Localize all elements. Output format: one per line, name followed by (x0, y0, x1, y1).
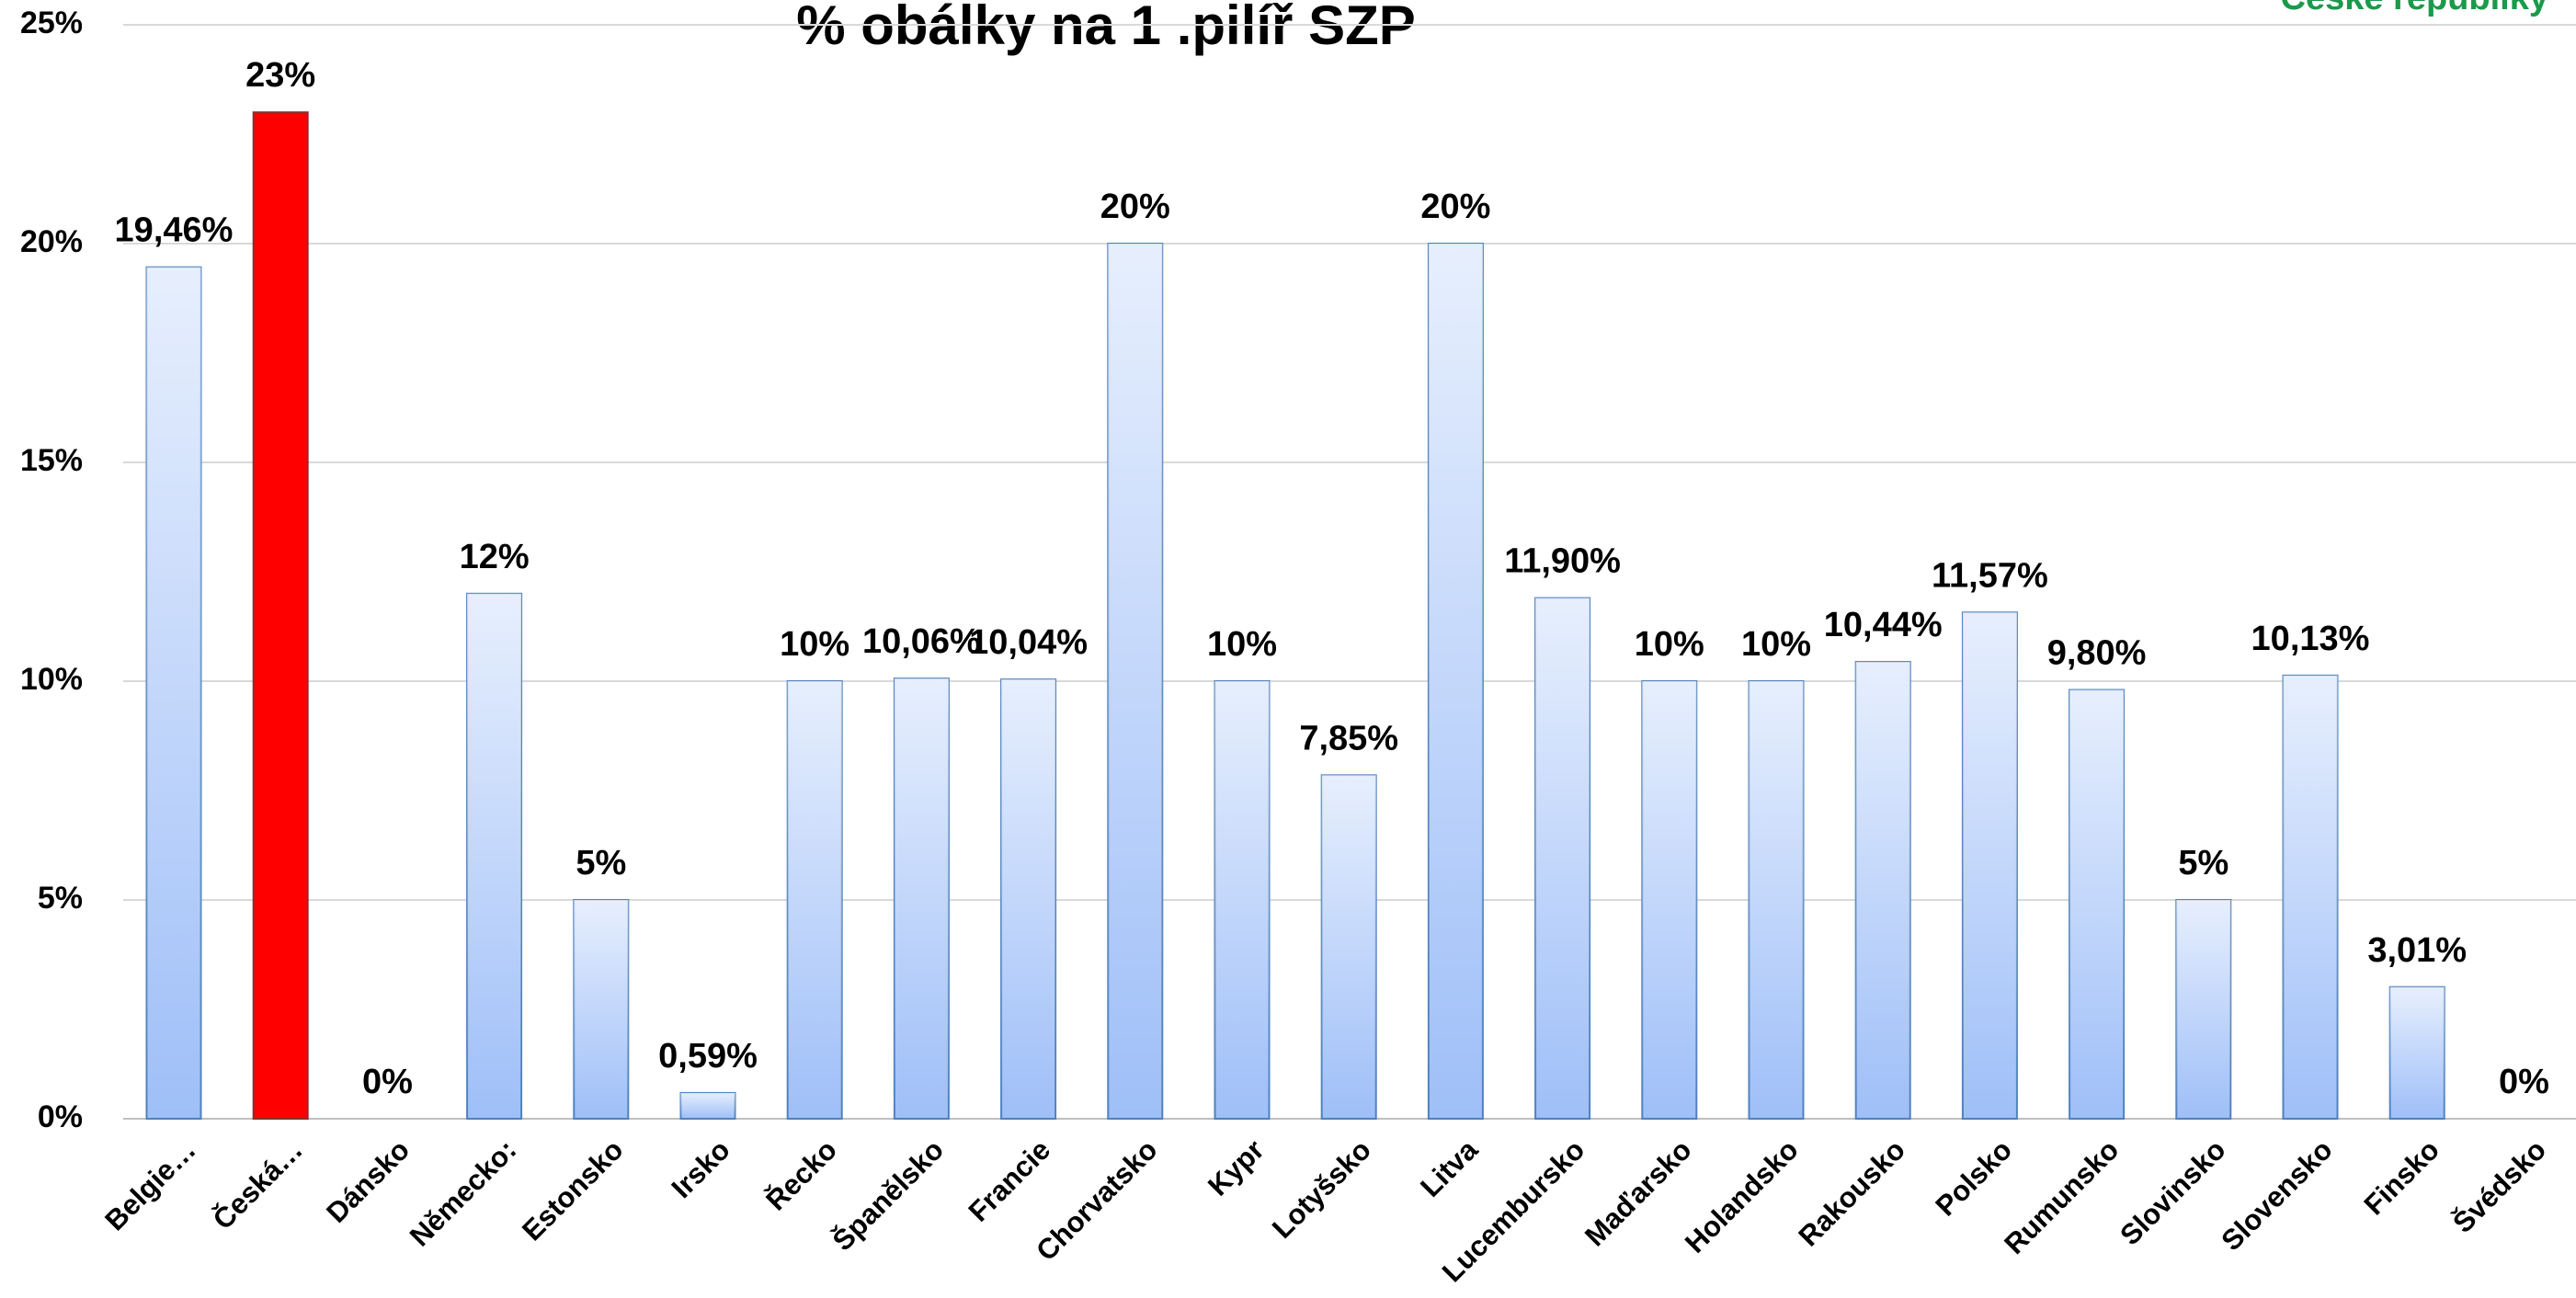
logo-text: České republiky (2281, 0, 2548, 17)
x-tick-label: Francie (963, 1133, 1057, 1228)
x-tick-label: Finsko (2358, 1133, 2445, 1221)
bar-shine (894, 678, 949, 1119)
y-tick-label: 20% (20, 224, 83, 259)
x-tick-label: Irsko (666, 1133, 736, 1204)
value-label: 0,59% (658, 1037, 758, 1076)
x-tick-label: Belgie… (98, 1133, 201, 1236)
bar-shine (467, 593, 522, 1119)
y-tick-label: 15% (20, 443, 83, 478)
x-tick-label: Polsko (1930, 1133, 2019, 1223)
value-label: 9,80% (2047, 634, 2147, 673)
x-tick-label: Rakousko (1792, 1133, 1911, 1253)
x-tick-label: Dánsko (320, 1133, 416, 1229)
value-label: 10% (1207, 625, 1277, 664)
x-tick-label: Švédsko (2446, 1133, 2553, 1239)
bar-shine (1321, 775, 1376, 1119)
chart-title: % obálky na 1 .pilíř SZP (796, 0, 1416, 56)
value-label: 10% (780, 625, 849, 664)
value-label: 7,85% (1299, 719, 1398, 757)
bar-shine (2283, 675, 2338, 1119)
value-label: 20% (1420, 188, 1490, 226)
x-tick-label: Lotyšsko (1266, 1133, 1377, 1245)
y-tick-label: 10% (20, 662, 83, 697)
value-label: 5% (576, 844, 626, 882)
x-tick-label: Holandsko (1679, 1133, 1805, 1259)
bar (252, 111, 309, 1121)
value-label: 20% (1100, 188, 1170, 226)
y-tick-label: 5% (38, 881, 83, 916)
x-tick-label: Španělsko (826, 1133, 950, 1257)
y-tick-label: 25% (20, 6, 83, 40)
bar-shine (1214, 681, 1270, 1119)
value-label: 10,44% (1824, 606, 1943, 644)
x-tick-label: Rumunsko (1998, 1133, 2125, 1260)
bar-shine (1855, 662, 1910, 1119)
value-label: 10% (1741, 625, 1811, 664)
y-tick-label: 0% (38, 1099, 83, 1134)
value-label: 10,04% (969, 623, 1088, 662)
bar-shine (2389, 986, 2445, 1119)
value-label: 19,46% (115, 211, 234, 250)
value-label: 23% (245, 56, 315, 95)
value-label: 10% (1635, 625, 1704, 664)
bar-shine (1642, 681, 1697, 1119)
bar-shine (2069, 689, 2125, 1119)
value-label: 11,90% (1504, 542, 1621, 581)
value-label: 0% (362, 1063, 413, 1101)
bar-shine (1962, 612, 2017, 1119)
value-label: 3,01% (2367, 931, 2467, 970)
x-tick-label: Kypr (1202, 1133, 1271, 1202)
x-tick-label: Slovinsko (2114, 1133, 2231, 1251)
bar-shine (2176, 900, 2231, 1119)
bar-shine (574, 900, 629, 1119)
value-label: 11,57% (1932, 556, 2048, 595)
bar-shine (146, 267, 201, 1120)
x-tick-label: Estonsko (516, 1133, 629, 1247)
value-label: 10,13% (2251, 620, 2370, 658)
value-label: 0% (2499, 1063, 2549, 1101)
bar-shine (680, 1092, 735, 1119)
x-tick-label: Řecko (759, 1133, 843, 1216)
x-tick-label: Německo: (404, 1133, 523, 1253)
x-tick-label: Slovensko (2215, 1133, 2338, 1257)
value-label: 10,06% (862, 622, 981, 661)
value-label: 5% (2178, 844, 2228, 882)
bar-shine (1535, 598, 1590, 1119)
bar-shine (1001, 679, 1056, 1119)
value-label: 12% (460, 538, 530, 576)
bar-shine (787, 681, 842, 1119)
x-tick-label: Litva (1414, 1133, 1484, 1202)
bar-shine (1108, 244, 1163, 1119)
bar-shine (1749, 681, 1804, 1119)
x-tick-label: Česká… (206, 1133, 309, 1235)
bar-shine (1428, 244, 1483, 1119)
